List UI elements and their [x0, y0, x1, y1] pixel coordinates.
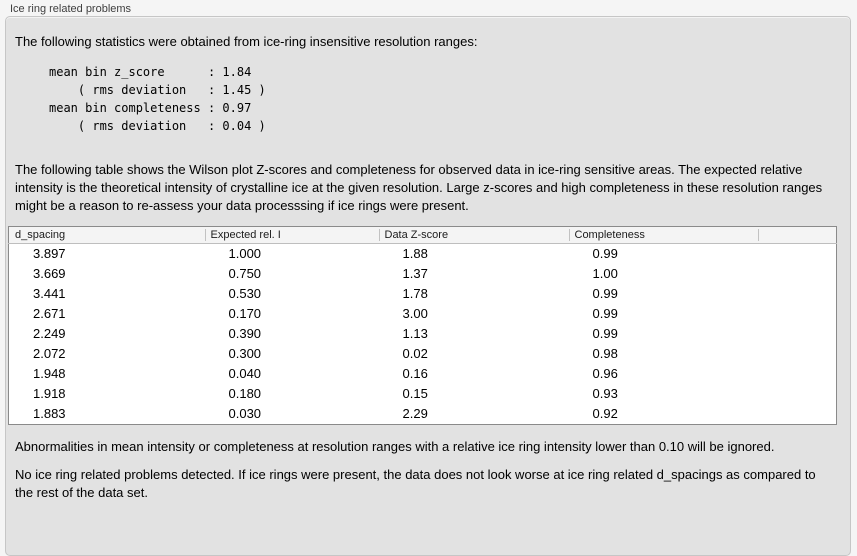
table-cell: 0.99: [592, 326, 618, 341]
table-cell: 0.99: [592, 306, 618, 321]
table-cell: [758, 244, 837, 265]
table-cell: [758, 364, 837, 384]
table-cell: 0.390: [228, 326, 262, 341]
table-cell: 3.00: [402, 306, 428, 321]
table-row[interactable]: 3.669 0.750 1.37 1.00: [9, 264, 837, 284]
table-cell: 0.93: [592, 386, 618, 401]
table-description: The following table shows the Wilson plo…: [15, 162, 823, 213]
table-row[interactable]: 2.072 0.300 0.02 0.98: [9, 344, 837, 364]
app-window: { "group_box": { "title": "Ice ring rela…: [5, 3, 851, 556]
intro-text: The following statistics were obtained f…: [15, 34, 478, 49]
table-cell: 0.99: [592, 286, 618, 301]
table-row[interactable]: 3.441 0.530 1.78 0.99: [9, 284, 837, 304]
table-cell: 1.37: [402, 266, 428, 281]
column-header-data-z-score: Data Z-score: [378, 226, 569, 244]
ignore-note: Abnormalities in mean intensity or compl…: [15, 439, 775, 454]
table-header-row: d_spacing Expected rel. I Data Z-score Comp…: [8, 226, 837, 244]
table-cell: [758, 324, 837, 344]
table-row[interactable]: 1.918 0.180 0.15 0.93: [9, 384, 837, 404]
conclusion-text: No ice ring related problems detected. I…: [15, 467, 816, 500]
table-cell: 2.671: [33, 306, 66, 321]
column-header-spacer: [757, 226, 837, 244]
table-cell: 1.000: [228, 246, 262, 261]
table-cell: 2.249: [33, 326, 66, 341]
table-cell: 0.96: [592, 366, 618, 381]
table-cell: 0.15: [402, 386, 428, 401]
table-cell: 0.99: [592, 246, 618, 261]
table-cell: 0.030: [228, 406, 262, 421]
table-cell: 0.180: [228, 386, 262, 401]
table-cell: [758, 284, 837, 304]
table-cell: 0.02: [402, 346, 428, 361]
table-cell: 0.92: [592, 406, 618, 421]
ice-ring-table: d_spacing Expected rel. I Data Z-score Comp…: [8, 226, 837, 425]
table-cell: 0.750: [228, 266, 262, 281]
table-cell: 3.897: [33, 246, 66, 261]
table-cell: [758, 384, 837, 404]
table-body: 3.897 1.000 1.88 0.99 3.669 0.750 1.37 1.00 3.44…: [9, 244, 837, 425]
table-cell: 1.948: [33, 366, 66, 381]
column-header-completeness: Completeness: [568, 226, 758, 244]
table-row[interactable]: 1.948 0.040 0.16 0.96: [9, 364, 837, 384]
column-header-d-spacing: d_spacing: [8, 226, 205, 244]
table-cell: 2.072: [33, 346, 66, 361]
table-cell: 0.040: [228, 366, 262, 381]
table-cell: 0.530: [228, 286, 262, 301]
table-cell: 0.16: [402, 366, 428, 381]
table-cell: [758, 304, 837, 324]
table-cell: 3.441: [33, 286, 66, 301]
stats-block: mean bin z_score : 1.84 ( rms deviation …: [49, 65, 266, 133]
table-cell: 1.88: [402, 246, 428, 261]
table-cell: [758, 264, 837, 284]
table-cell: [758, 344, 837, 364]
ice-ring-panel: The following statistics were obtained f…: [5, 16, 851, 556]
table-row[interactable]: 2.671 0.170 3.00 0.99: [9, 304, 837, 324]
table-cell: 0.300: [228, 346, 262, 361]
table-cell: 1.00: [592, 266, 618, 281]
table-cell: 1.918: [33, 386, 66, 401]
group-box-title: Ice ring related problems: [10, 3, 132, 15]
table-cell: 1.883: [33, 406, 66, 421]
table-row[interactable]: 2.249 0.390 1.13 0.99: [9, 324, 837, 344]
table-cell: 0.98: [592, 346, 618, 361]
table-row[interactable]: 1.883 0.030 2.29 0.92: [9, 404, 837, 425]
table-cell: 1.13: [402, 326, 428, 341]
table-cell: 1.78: [402, 286, 428, 301]
table-cell: 3.669: [33, 266, 66, 281]
table-row[interactable]: 3.897 1.000 1.88 0.99: [9, 244, 837, 265]
table-cell: 2.29: [402, 406, 428, 421]
table-cell: [758, 404, 837, 425]
column-header-expected-rel-i: Expected rel. I: [204, 226, 379, 244]
table-cell: 0.170: [228, 306, 262, 321]
